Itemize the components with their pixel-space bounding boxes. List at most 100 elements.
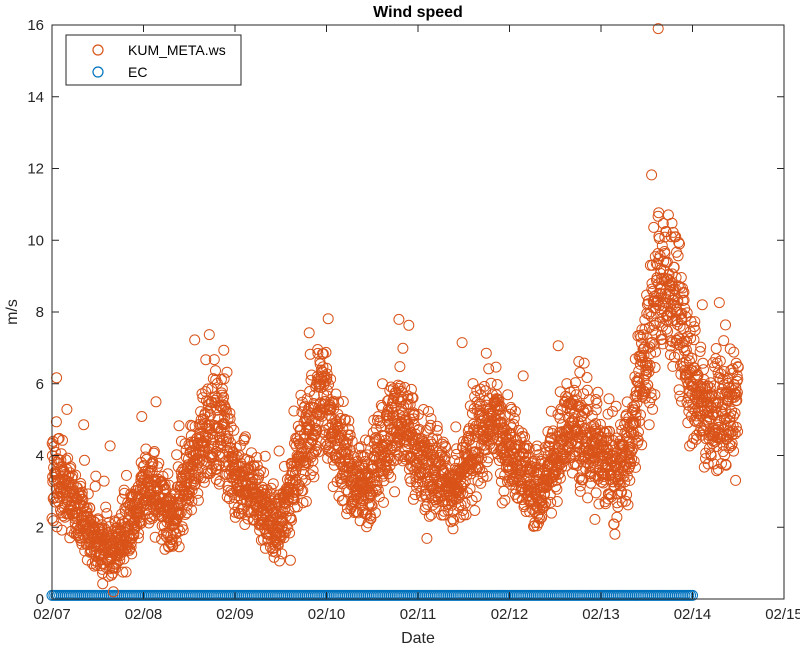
kum-meta-ws-point [173,541,185,553]
kum-meta-ws-point [317,348,329,360]
kum-meta-ws-point [491,379,503,390]
kum-meta-ws-point [570,377,581,389]
kum-meta-ws-point [724,343,736,355]
kum-meta-ws-point [75,478,87,489]
y-tick-label: 2 [36,519,44,536]
kum-meta-ws-point [589,513,601,525]
kum-meta-ws-point [531,440,543,452]
kum-meta-ws-point [276,514,288,526]
kum-meta-ws-point [698,374,710,385]
kum-meta-ws-point [431,425,443,436]
kum-meta-ws-point [202,383,214,395]
kum-meta-ws-point [79,454,90,466]
kum-meta-ws-point [320,346,332,358]
kum-meta-ws-point [412,478,424,490]
kum-meta-ws-point [581,372,593,383]
kum-meta-ws-point [273,445,285,457]
kum-meta-ws-point [456,337,468,349]
kum-meta-ws-point [64,467,76,479]
kum-meta-ws-point [689,316,701,328]
y-tick-label: 8 [36,304,44,321]
kum-meta-ws-point [613,478,625,490]
kum-meta-ws-point [172,522,184,534]
kum-meta-ws-point [544,489,556,500]
kum-meta-ws-point [392,379,404,391]
kum-meta-ws-point [645,348,657,360]
kum-meta-ws-point [425,419,437,431]
kum-meta-ws-point [610,400,622,412]
x-tick-label: 02/10 [308,606,346,623]
kum-meta-ws-point [364,497,376,509]
kum-meta-ws-point [499,494,511,506]
kum-meta-ws-point [171,513,183,525]
kum-meta-ws-point [50,416,62,428]
kum-meta-ws-point [686,438,698,449]
kum-meta-ws-point [117,566,129,578]
kum-meta-ws-point [208,354,220,366]
kum-meta-ws-point [268,551,280,563]
kum-meta-ws-point [545,496,557,508]
kum-meta-ws-point [726,438,738,450]
kum-meta-ws-point [718,335,730,347]
kum-meta-ws-point [731,386,743,398]
kum-meta-ws-point [440,442,452,454]
axes-layer: 02/07 02/08 02/09 02/10 02/11 02/12 02/13 02/14… [27,17,800,623]
kum-meta-ws-point [276,548,288,560]
kum-meta-ws-point [163,479,175,491]
kum-meta-ws-point [404,399,416,411]
kum-meta-ws-point [698,461,710,473]
kum-meta-ws-point [521,440,533,452]
kum-meta-ws-point [576,410,588,422]
kum-meta-ws-point [251,452,263,463]
kum-meta-ws-point [534,513,546,525]
kum-meta-ws-point [104,440,116,452]
kum-meta-ws-point [261,488,273,500]
kum-meta-ws-point [299,448,311,460]
kum-meta-ws-point [173,420,185,432]
kum-meta-ws-point [483,452,494,464]
kum-meta-ws-point [267,478,279,490]
kum-meta-ws-point [503,433,515,445]
kum-meta-ws-point [714,355,726,367]
kum-meta-ws-point [574,485,586,497]
kum-meta-ws-point [636,439,648,451]
kum-meta-ws-point [593,498,605,510]
kum-meta-ws-point [248,459,259,471]
kum-meta-ws-point [329,432,341,444]
kum-meta-ws-point [308,447,319,459]
kum-meta-ws-point [553,468,565,480]
y-tick-label: 14 [27,89,44,106]
kum-meta-ws-point [322,452,334,464]
kum-meta-ws-point [204,420,215,431]
kum-meta-ws-point [97,578,109,590]
kum-meta-ws-point [109,517,121,528]
x-tick-label: 02/09 [216,606,254,623]
kum-meta-ws-point [107,586,119,598]
kum-meta-ws-point [685,315,697,327]
kum-meta-ws-point [170,535,182,547]
kum-meta-ws-point [677,282,688,294]
kum-meta-ws-point [630,461,641,473]
kum-meta-ws-point [312,347,324,359]
kum-meta-ws-point [120,544,131,556]
kum-meta-ws-point [726,405,738,417]
kum-meta-ws-point [225,421,237,433]
kum-meta-ws-point [666,217,678,229]
kum-meta-ws-point [569,457,581,469]
kum-meta-ws-point [217,395,229,407]
kum-meta-ws-point [197,392,209,404]
kum-meta-ws-point [392,383,404,394]
kum-meta-ws-point [674,320,686,332]
kum-meta-ws-point [61,403,73,415]
kum-meta-ws-point [648,221,660,233]
kum-meta-ws-point [428,449,440,461]
kum-meta-ws-point [314,355,326,367]
kum-meta-ws-point [431,420,443,432]
kum-meta-ws-point [218,344,230,356]
kum-meta-ws-point [720,319,731,331]
kum-meta-ws-point [653,233,665,244]
kum-meta-ws-point [167,539,179,551]
kum-meta-ws-point [702,458,714,470]
kum-meta-ws-point [291,501,303,513]
kum-meta-ws-point [730,382,742,394]
